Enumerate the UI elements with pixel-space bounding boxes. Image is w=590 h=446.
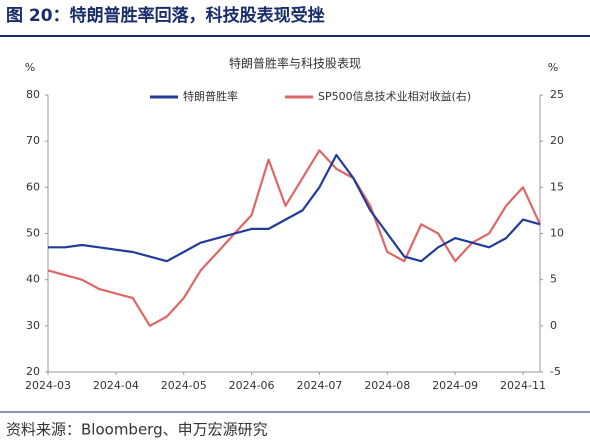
y2-tick-label: -5 (550, 365, 561, 378)
y-tick-label: 20 (26, 365, 40, 378)
x-tick-label: 2024-08 (364, 379, 410, 392)
x-tick-label: 2024-05 (161, 379, 207, 392)
legend-label: 特朗普胜率 (183, 89, 238, 103)
source: 资料来源：Bloomberg、申万宏源研究 (6, 421, 268, 439)
y2-tick-label: 0 (550, 319, 557, 332)
y2-tick-label: 25 (550, 88, 564, 101)
chart-title: 特朗普胜率与科技股表现 (229, 56, 361, 71)
y-tick-label: 70 (26, 134, 40, 147)
x-tick-label: 2024-11 (500, 379, 546, 392)
y-tick-label: 40 (26, 273, 40, 286)
y-tick-label: 50 (26, 227, 40, 240)
series-line (47, 149, 541, 327)
y2-tick-label: 10 (550, 227, 564, 240)
y2-unit: % (548, 61, 558, 74)
x-tick-label: 2024-04 (93, 379, 139, 392)
page-title: 图 20：特朗普胜率回落，科技股表现受挫 (6, 5, 325, 26)
y2-tick-label: 15 (550, 180, 564, 193)
y-tick-label: 30 (26, 319, 40, 332)
x-tick-label: 2024-09 (432, 379, 478, 392)
y2-tick-label: 20 (550, 134, 564, 147)
y2-tick-label: 5 (550, 273, 557, 286)
x-tick-label: 2024-07 (296, 379, 342, 392)
x-tick-label: 2024-03 (25, 379, 71, 392)
series-line (48, 153, 541, 263)
y-tick-label: 60 (26, 180, 40, 193)
legend-label: SP500信息技术业相对收益(右) (318, 89, 471, 103)
y-tick-label: 80 (26, 88, 40, 101)
y-unit: % (25, 61, 35, 74)
x-tick-label: 2024-06 (229, 379, 275, 392)
